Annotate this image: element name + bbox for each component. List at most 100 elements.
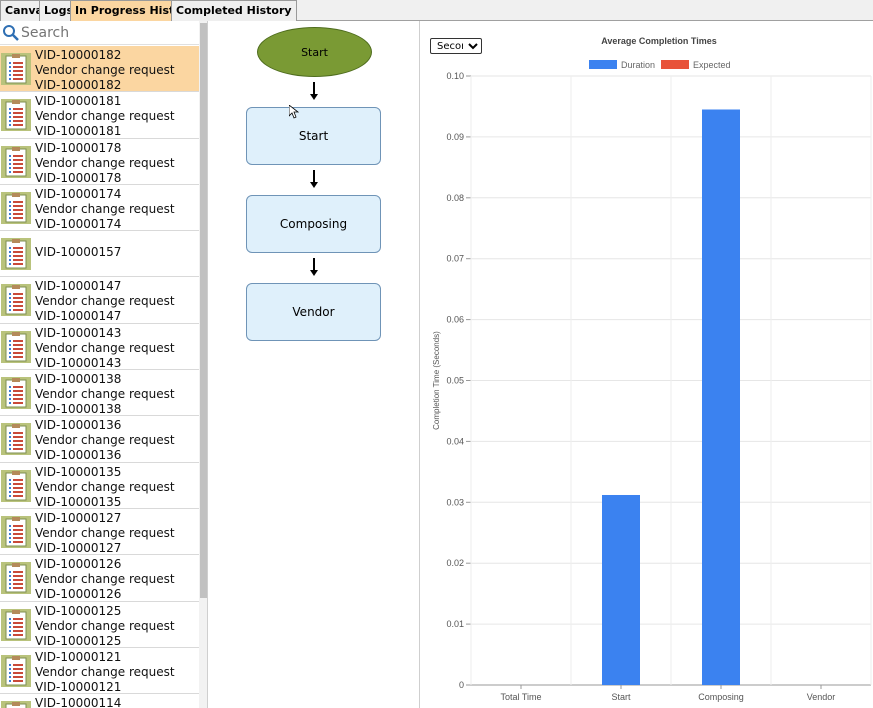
clipboard-document-icon: [1, 377, 31, 410]
completion-times-chart: Average Completion Times Duration Expected…: [432, 36, 872, 702]
list-item-id: VID-10000181: [35, 94, 122, 109]
list-item-text: VID-10000143 Vendor change request VID-10…: [35, 326, 195, 371]
list-item-description: Vendor change request VID-10000147: [35, 294, 175, 324]
chart-title: Average Completion Times: [601, 36, 717, 46]
list-item-text: VID-10000157: [35, 245, 195, 260]
flow-step-composing[interactable]: Composing: [246, 195, 381, 253]
list-item[interactable]: VID-10000135 Vendor change request VID-10…: [0, 463, 199, 509]
clipboard-document-icon: [1, 238, 31, 271]
list-item-id: VID-10000178: [35, 140, 122, 155]
legend-label: Duration: [621, 60, 655, 70]
list-item-id: VID-10000174: [35, 186, 122, 201]
clipboard-document-icon: [1, 53, 31, 85]
list-item[interactable]: VID-10000178 Vendor change request VID-10…: [0, 139, 199, 185]
list-item[interactable]: VID-10000182 Vendor change request VID-10…: [0, 46, 199, 93]
list-item-description: Vendor change request VID-10000127: [35, 525, 175, 555]
list-item[interactable]: VID-10000174 Vendor change request VID-10…: [0, 185, 199, 232]
list-item[interactable]: VID-10000138 Vendor change request VID-10…: [0, 370, 199, 417]
list-item-id: VID-10000136: [35, 418, 122, 433]
list-item-id: VID-10000126: [35, 557, 122, 572]
list-item-text: VID-10000174 Vendor change request VID-10…: [35, 187, 195, 232]
list-item-text: VID-10000136 Vendor change request VID-10…: [35, 418, 195, 463]
list-item-text: VID-10000125 Vendor change request VID-10…: [35, 604, 195, 649]
units-select[interactable]: Seconds: [430, 38, 482, 54]
flow-arrow: [313, 82, 315, 94]
list-item-text: VID-10000121 Vendor change request VID-10…: [35, 650, 195, 695]
clipboard-document-icon: [1, 145, 31, 178]
start-event[interactable]: Start: [257, 27, 372, 77]
list-item-id: VID-10000157: [35, 245, 122, 260]
list-item[interactable]: VID-10000127 Vendor change request VID-10…: [0, 509, 199, 556]
list-item[interactable]: VID-10000126 Vendor change request VID-10…: [0, 555, 199, 602]
search-icon: [3, 25, 19, 41]
flow-step-vendor[interactable]: Vendor: [246, 283, 381, 341]
y-axis-label: Completion Time (Seconds): [432, 331, 441, 430]
clipboard-document-icon: [1, 284, 31, 317]
list-item[interactable]: VID-10000136 Vendor change request VID-10…: [0, 416, 199, 463]
list-item-id: VID-10000182: [35, 48, 122, 62]
chart-pane: Average Completion Times Duration Expected…: [421, 21, 873, 708]
y-tick-label: 0.09: [446, 132, 464, 142]
y-tick-label: 0.03: [446, 497, 464, 507]
list-item[interactable]: VID-10000181 Vendor change request VID-10…: [0, 92, 199, 139]
list-item-text: VID-10000181 Vendor change request VID-10…: [35, 94, 195, 139]
list-item[interactable]: VID-10000143 Vendor change request VID-10…: [0, 324, 199, 371]
list-item-id: VID-10000114: [35, 696, 122, 708]
flow-arrow: [313, 258, 315, 270]
flow-step-start[interactable]: Start: [246, 107, 381, 165]
bar-duration-start: [602, 494, 640, 685]
list-item-id: VID-10000127: [35, 510, 122, 525]
list-item-description: Vendor change request VID-10000181: [35, 109, 175, 139]
list-scrollbar-thumb[interactable]: [200, 23, 207, 598]
list-item-description: Vendor change request VID-10000138: [35, 387, 175, 417]
list-item[interactable]: VID-10000121 Vendor change request VID-10…: [0, 648, 199, 695]
tab-in-progress-history[interactable]: In Progress History: [70, 0, 200, 21]
list-item-id: VID-10000125: [35, 603, 122, 618]
list-item[interactable]: VID-10000157: [0, 231, 199, 278]
y-tick-label: 0.07: [446, 254, 464, 264]
list-item-id: VID-10000147: [35, 279, 122, 294]
list-item-text: VID-10000135 Vendor change request VID-10…: [35, 465, 195, 510]
tab-bar: Canvas Logs In Progress History Complete…: [0, 0, 873, 21]
list-item-text: VID-10000182 Vendor change request VID-10…: [35, 48, 195, 93]
list-scrollbar[interactable]: [199, 21, 207, 708]
x-tick-label: Start: [611, 692, 631, 702]
list-item[interactable]: VID-10000125 Vendor change request VID-10…: [0, 602, 199, 648]
history-list-pane: VID-10000182 Vendor change request VID-10…: [0, 21, 208, 708]
list-item-text: VID-10000127 Vendor change request VID-10…: [35, 511, 195, 556]
clipboard-document-icon: [1, 191, 31, 224]
list-item-description: Vendor change request VID-10000121: [35, 664, 175, 694]
clipboard-document-icon: [1, 515, 31, 548]
tab-logs[interactable]: Logs: [39, 0, 78, 21]
list-item-description: Vendor change request VID-10000143: [35, 340, 175, 370]
flow-arrow: [313, 170, 315, 182]
legend-swatch: [661, 60, 689, 69]
mouse-cursor-icon: [289, 105, 299, 119]
list-item-text: VID-10000126 Vendor change request VID-10…: [35, 557, 195, 602]
history-list: VID-10000182 Vendor change request VID-10…: [0, 46, 199, 708]
list-item-description: Vendor change request VID-10000126: [35, 572, 175, 602]
y-tick-label: 0.02: [446, 558, 464, 568]
list-item-text: VID-10000114Vendor change request VID-: [35, 696, 195, 708]
y-tick-label: 0.04: [446, 436, 464, 446]
y-tick-label: 0.01: [446, 619, 464, 629]
workflow-diagram: Start Start Composing Vendor: [209, 21, 420, 708]
list-item-id: VID-10000121: [35, 649, 122, 664]
search-input[interactable]: [21, 23, 196, 42]
clipboard-document-icon: [1, 701, 31, 708]
legend-label: Expected: [693, 60, 731, 70]
clipboard-document-icon: [1, 608, 31, 641]
y-tick-label: 0.06: [446, 315, 464, 325]
clipboard-document-icon: [1, 423, 31, 456]
y-tick-label: 0.05: [446, 376, 464, 386]
flow-arrowhead: [310, 182, 318, 188]
list-item-description: Vendor change request VID-10000135: [35, 479, 175, 509]
list-item-description: Vendor change request VID-10000178: [35, 155, 175, 185]
list-item[interactable]: VID-10000147 Vendor change request VID-10…: [0, 277, 199, 324]
list-item-text: VID-10000138 Vendor change request VID-10…: [35, 372, 195, 417]
search-row: [0, 21, 199, 45]
x-tick-label: Total Time: [500, 692, 541, 702]
list-item[interactable]: VID-10000114Vendor change request VID-: [0, 694, 199, 708]
clipboard-document-icon: [1, 330, 31, 363]
tab-completed-history[interactable]: Completed History: [171, 0, 297, 21]
